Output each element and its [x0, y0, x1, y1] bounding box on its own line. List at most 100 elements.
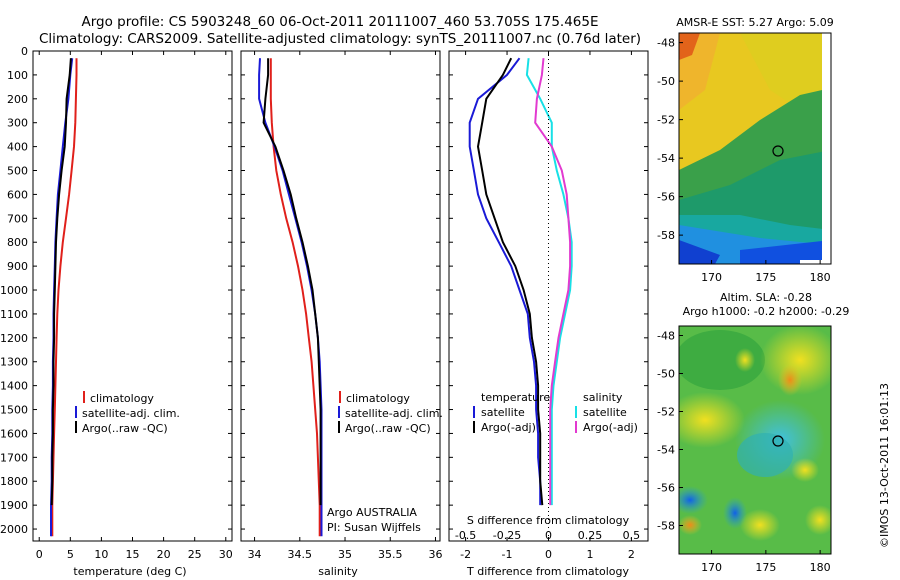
salinity-series — [258, 58, 323, 537]
series-climatology — [51, 58, 78, 537]
legend-title-temperature: temperature — [481, 391, 550, 404]
depth-tick-label: 700 — [7, 212, 28, 225]
depth-tick-label: 1400 — [0, 380, 28, 393]
depth-tick-label: 600 — [7, 188, 28, 201]
salinity-legend: climatology satellite-adj. clim. Argo(..… — [338, 391, 443, 435]
x-tick-label: 35.5 — [378, 548, 403, 561]
series-temperature-argo-adj- — [476, 57, 544, 506]
map-x-tick-label: 175 — [755, 271, 776, 284]
depth-tick-label: 1100 — [0, 308, 28, 321]
depth-tick-label: 500 — [7, 165, 28, 178]
legend-label: Argo(-adj) — [583, 421, 638, 434]
sst-argo-marker — [772, 145, 784, 157]
x-tick-label: 10 — [94, 548, 108, 561]
legend-label: satellite-adj. clim. — [82, 407, 180, 420]
figure-subtitle: Climatology: CARS2009. Satellite-adjuste… — [39, 31, 641, 47]
map-y-tick-label: -48 — [657, 37, 675, 50]
sst-map — [679, 33, 831, 264]
depth-tick-label: 100 — [7, 69, 28, 82]
s-diff-tick-label: 0.25 — [578, 529, 603, 542]
depth-tick-label: 800 — [7, 236, 28, 249]
legend-label: climatology — [90, 392, 154, 405]
map-y-tick-label: -52 — [657, 114, 675, 127]
map-y-tick-label: -58 — [657, 520, 675, 533]
map-y-tick-label: -54 — [657, 152, 675, 165]
salinity-x-ticks: 34 34.5 35 35.5 36 — [248, 51, 442, 561]
difference-series — [468, 57, 573, 506]
sla-map-frame — [678, 325, 832, 555]
depth-tick-label: 1900 — [0, 499, 28, 512]
s-diff-tick-label: -0.25 — [493, 529, 521, 542]
series-climatology — [269, 58, 321, 537]
map-y-tick-label: -50 — [657, 368, 675, 381]
depth-tick-label: 200 — [7, 93, 28, 106]
depth-tick-label: 1000 — [0, 284, 28, 297]
pi-note: PI: Susan Wijffels — [327, 521, 421, 534]
map-y-tick-label: -52 — [657, 406, 675, 419]
x-tick-label: 15 — [126, 548, 140, 561]
x-tick-label: 35 — [338, 548, 352, 561]
s-diff-tick-label: -0.5 — [455, 529, 476, 542]
series-salinity-argo-adj- — [534, 58, 572, 506]
figure-title: Argo profile: CS 5903248_60 06-Oct-2011 … — [81, 14, 598, 30]
depth-tick-label: 1300 — [0, 356, 28, 369]
x-tick-label: 30 — [219, 548, 233, 561]
difference-x-label-top: S difference from climatology — [467, 514, 630, 527]
legend-label: satellite-adj. clim. — [345, 407, 443, 420]
sla-map-subtitle: Argo h1000: -0.2 h2000: -0.29 — [683, 305, 850, 318]
map-y-tick-label: -56 — [657, 482, 675, 495]
depth-tick-label: 300 — [7, 117, 28, 130]
x-tick-label: 25 — [188, 548, 202, 561]
map-x-tick-label: 170 — [701, 561, 722, 574]
map-y-tick-label: -48 — [657, 330, 675, 343]
temperature-x-ticks: 0 5 10 15 20 25 30 — [36, 51, 233, 561]
imos-stamp: ©IMOS 13-Oct-2011 16:01:13 — [878, 383, 891, 548]
series-argo-raw-qc — [50, 58, 72, 506]
sst-map-title: AMSR-E SST: 5.27 Argo: 5.09 — [676, 16, 834, 29]
difference-legend: temperature satellite Argo(-adj) salinit… — [473, 391, 638, 434]
legend-title-salinity: salinity — [583, 391, 623, 404]
map-y-tick-label: -50 — [657, 75, 675, 88]
depth-tick-label: 900 — [7, 260, 28, 273]
depth-axis: 0 100 200 300 400 500 600 700 800 900 1000 1100 1200… — [0, 45, 648, 536]
temperature-legend: climatology satellite-adj. clim. Argo(..… — [75, 391, 180, 435]
depth-tick-label: 1200 — [0, 332, 28, 345]
sla-map-title: Altim. SLA: -0.28 — [720, 291, 812, 304]
x-tick-label: 2 — [628, 548, 635, 561]
legend-label: satellite — [481, 406, 525, 419]
x-tick-label: 0 — [545, 548, 552, 561]
map-y-tick-label: -56 — [657, 191, 675, 204]
x-tick-label: 1 — [586, 548, 593, 561]
x-tick-label: -2 — [460, 548, 471, 561]
legend-label: Argo(-adj) — [481, 421, 536, 434]
depth-tick-label: 1600 — [0, 427, 28, 440]
x-tick-label: -1 — [502, 548, 513, 561]
sla-argo-marker — [772, 435, 784, 447]
legend-label: Argo(..raw -QC) — [82, 422, 168, 435]
x-tick-label: 0 — [36, 548, 43, 561]
x-tick-label: 36 — [428, 548, 442, 561]
x-tick-label: 34.5 — [288, 548, 313, 561]
depth-tick-label: 1700 — [0, 451, 28, 464]
map-y-tick-label: -54 — [657, 444, 675, 457]
s-diff-tick-label: 0.5 — [623, 529, 641, 542]
temperature-x-label: temperature (deg C) — [73, 565, 186, 578]
salinity-x-label: salinity — [318, 565, 358, 578]
x-tick-label: 34 — [248, 548, 262, 561]
sla-map — [679, 326, 831, 554]
map-x-tick-label: 180 — [810, 271, 831, 284]
depth-tick-label: 0 — [21, 45, 28, 58]
data-provider-note: Argo AUSTRALIA — [327, 506, 417, 519]
depth-tick-label: 1500 — [0, 404, 28, 417]
series-argo-raw-qc — [262, 58, 322, 506]
depth-tick-label: 400 — [7, 141, 28, 154]
map-x-tick-label: 175 — [755, 561, 776, 574]
map-x-tick-label: 170 — [701, 271, 722, 284]
series-temperature-satellite — [468, 57, 542, 506]
depth-tick-label: 1800 — [0, 475, 28, 488]
series-salinity-satellite — [525, 58, 573, 506]
difference-x-label: T difference from climatology — [466, 565, 629, 578]
map-x-tick-label: 180 — [810, 561, 831, 574]
temperature-panel — [32, 50, 233, 542]
legend-label: satellite — [583, 406, 627, 419]
